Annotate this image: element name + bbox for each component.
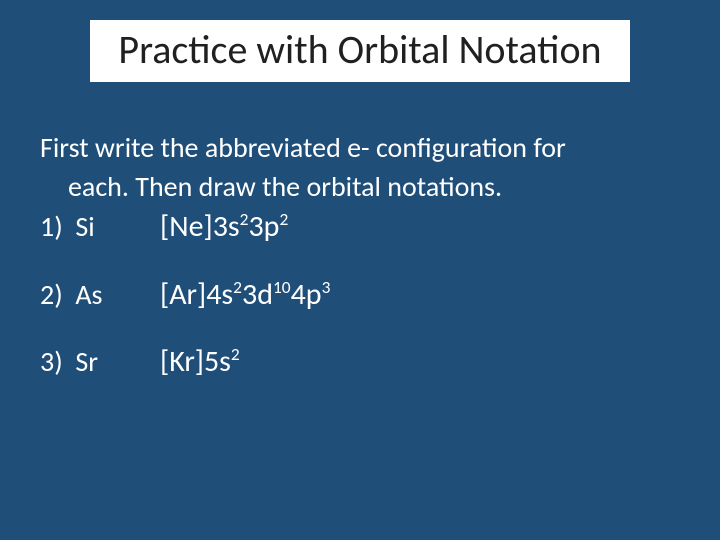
slide: Practice with Orbital Notation First wri… <box>0 0 720 540</box>
item-number: 2) <box>40 277 63 312</box>
element-symbol: As <box>75 277 102 312</box>
electron-config: [Ar]4s23d104p3 <box>160 276 330 314</box>
instruction-line-2: each. Then draw the orbital notations. <box>40 169 690 204</box>
title-container: Practice with Orbital Notation <box>0 20 720 82</box>
practice-item-label: 1) Si <box>40 209 160 244</box>
practice-row-1: 1) Si [Ne]3s23p2 <box>40 208 690 246</box>
slide-title: Practice with Orbital Notation <box>90 20 629 82</box>
element-symbol: Sr <box>75 344 98 379</box>
practice-row-3: 3) Sr [Kr]5s2 <box>40 343 690 381</box>
practice-item-label: 2) As <box>40 277 160 312</box>
electron-config: [Ne]3s23p2 <box>160 208 288 246</box>
electron-config: [Kr]5s2 <box>160 343 240 381</box>
instruction-line-1: First write the abbreviated e- configura… <box>40 130 690 165</box>
item-number: 1) <box>40 209 63 244</box>
slide-body: First write the abbreviated e- configura… <box>40 130 690 381</box>
element-symbol: Si <box>75 209 94 244</box>
item-number: 3) <box>40 344 63 379</box>
practice-row-2: 2) As [Ar]4s23d104p3 <box>40 276 690 314</box>
practice-item-label: 3) Sr <box>40 344 160 379</box>
